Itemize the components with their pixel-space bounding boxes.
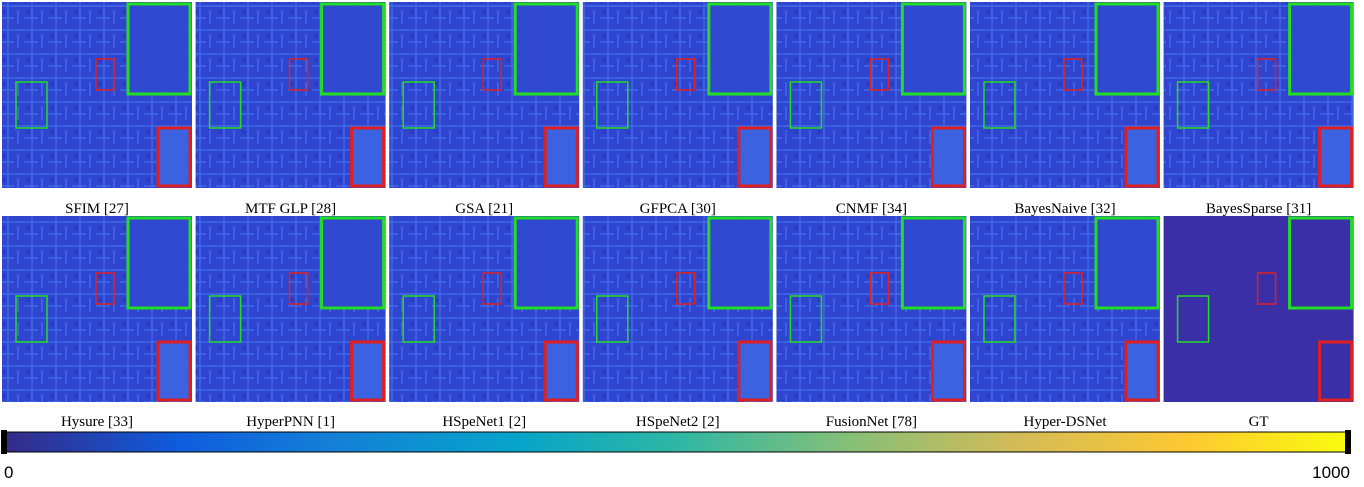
zoom-red (1320, 128, 1352, 186)
zoom-green (322, 4, 384, 94)
panel: GFPCA [30] (583, 2, 773, 217)
caption: CNMF [34] (836, 201, 907, 217)
caption: HyperPNN [1] (246, 414, 335, 430)
caption: GSA [21] (455, 201, 513, 217)
panel: SFIM [27] (2, 2, 192, 217)
panel: CNMF [34] (776, 2, 966, 217)
zoom-green (515, 218, 577, 308)
caption: Hysure [33] (61, 414, 133, 430)
caption: SFIM [27] (65, 201, 129, 217)
zoom-green (902, 218, 964, 308)
caption: MTF GLP [28] (245, 201, 336, 217)
zoom-red (158, 128, 190, 186)
zoom-red (1126, 128, 1158, 186)
caption: HSpeNet1 [2] (442, 414, 526, 430)
caption: HSpeNet2 [2] (636, 414, 720, 430)
caption: Hyper-DSNet (1023, 414, 1107, 430)
figure: SFIM [27] MTF GLP [28] GSA [21] GFPCA [30] C… (0, 0, 1364, 487)
caption: GFPCA [30] (640, 201, 716, 217)
tick-label: 1000 (1312, 463, 1350, 482)
zoom-red (739, 128, 771, 186)
zoom-red (352, 128, 384, 186)
tick-mark (1, 430, 7, 454)
caption: FusionNet [78] (826, 414, 917, 430)
zoom-green (709, 218, 771, 308)
caption: GT (1249, 414, 1269, 430)
caption: BayesNaive [32] (1014, 201, 1115, 217)
zoom-red (932, 128, 964, 186)
panel: HSpeNet2 [2] (583, 216, 773, 430)
zoom-green (902, 4, 964, 94)
panels: SFIM [27] MTF GLP [28] GSA [21] GFPCA [30] C… (2, 2, 1354, 430)
zoom-red (1126, 342, 1158, 400)
panel: Hysure [33] (2, 216, 192, 430)
panel: GT (1164, 216, 1354, 430)
zoom-red (545, 128, 577, 186)
zoom-red (739, 342, 771, 400)
panel: HSpeNet1 [2] (389, 216, 579, 430)
tick-mark (1345, 430, 1351, 454)
panel: Hyper-DSNet (970, 216, 1160, 430)
zoom-green (128, 218, 190, 308)
zoom-green (709, 4, 771, 94)
panel: HyperPNN [1] (196, 216, 386, 430)
zoom-green (128, 4, 190, 94)
tick-label: 0 (4, 463, 13, 482)
colorbar-gradient (4, 432, 1348, 452)
zoom-red (158, 342, 190, 400)
zoom-green (1290, 4, 1352, 94)
panel: BayesNaive [32] (970, 2, 1160, 217)
zoom-red (932, 342, 964, 400)
colorbar: 0 1000 (1, 430, 1351, 482)
zoom-green (515, 4, 577, 94)
zoom-red (545, 342, 577, 400)
zoom-green (1096, 4, 1158, 94)
panel: GSA [21] (389, 2, 579, 217)
zoom-green (322, 218, 384, 308)
caption: BayesSparse [31] (1206, 201, 1311, 217)
panel: FusionNet [78] (776, 216, 966, 430)
panel: BayesSparse [31] (1164, 2, 1354, 217)
panel: MTF GLP [28] (196, 2, 386, 217)
zoom-red (352, 342, 384, 400)
zoom-green (1096, 218, 1158, 308)
